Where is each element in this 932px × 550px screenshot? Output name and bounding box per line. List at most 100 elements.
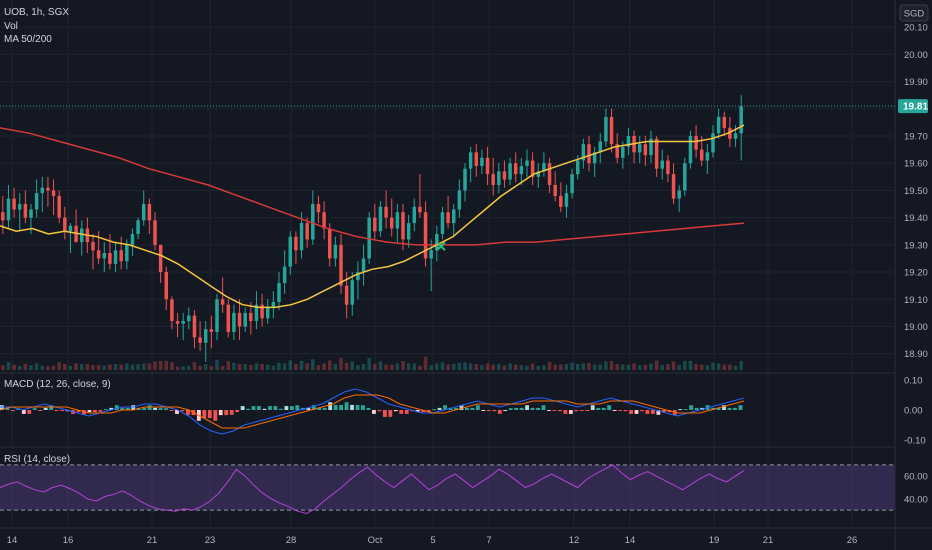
candle-body <box>141 204 146 221</box>
volume-bar <box>356 365 360 370</box>
candle-body <box>570 174 574 194</box>
candle-body <box>513 163 518 175</box>
macd-histogram-bar <box>733 407 737 410</box>
macd-histogram-bar <box>240 406 245 410</box>
volume-bar <box>412 363 417 370</box>
candle-body <box>187 315 191 322</box>
volume-bar <box>564 364 569 370</box>
price-tick-label: 19.20 <box>904 268 928 279</box>
macd-histogram-bar <box>339 404 344 410</box>
volume-bar <box>311 359 315 370</box>
macd-histogram-bar <box>82 410 86 415</box>
macd-histogram-bar <box>257 406 261 410</box>
volume-bar <box>457 362 462 370</box>
volume-bar <box>316 365 321 370</box>
volume-bar <box>85 364 90 370</box>
candle-body <box>125 244 129 262</box>
currency-box[interactable] <box>899 4 929 22</box>
volume-bar <box>671 361 676 370</box>
volume-bar <box>581 363 586 370</box>
candle-body <box>530 160 535 177</box>
candle-body <box>299 223 304 251</box>
macd-histogram-bar <box>328 402 333 410</box>
candle-body <box>389 217 394 229</box>
volume-bar <box>1 365 5 370</box>
candle-body <box>198 337 202 343</box>
macd-histogram-bar <box>295 405 300 410</box>
macd-histogram-bar <box>93 410 97 413</box>
macd-histogram-bar <box>153 407 158 410</box>
candle-body <box>260 304 264 319</box>
candle-body <box>480 157 484 166</box>
volume-bar <box>220 365 225 370</box>
cross-stroke <box>436 241 446 251</box>
candle-body <box>119 250 123 262</box>
macd-histogram-bar <box>361 405 365 410</box>
macd-histogram-bar <box>382 410 387 417</box>
ma-legend[interactable]: MA 50/200 <box>4 34 52 45</box>
volume-bar <box>637 365 642 370</box>
macd-histogram-bar <box>366 407 371 410</box>
volume-bar <box>361 364 366 370</box>
macd-histogram-bar <box>432 409 437 411</box>
volume-bar <box>463 362 467 370</box>
volume-bar <box>79 364 84 370</box>
volume-bar <box>587 362 591 370</box>
volume-bar <box>339 358 343 370</box>
macd-histogram-bar <box>415 410 420 413</box>
volume-bar <box>198 365 202 370</box>
macd-histogram-bar <box>38 410 43 411</box>
candle-body <box>497 171 501 185</box>
rsi-legend[interactable]: RSI (14, close) <box>4 454 70 465</box>
candle-body <box>232 312 236 332</box>
volume-bar <box>141 363 146 370</box>
macd-histogram-bar <box>530 407 535 410</box>
macd-histogram-bar <box>492 410 497 412</box>
volume-bar <box>389 364 394 370</box>
macd-histogram-bar <box>202 410 207 419</box>
volume-bar <box>277 362 281 370</box>
rsi-axis: 60.00 40.00 <box>904 472 928 506</box>
volume-legend[interactable]: Vol <box>4 21 18 32</box>
macd-histogram-bar <box>563 410 568 414</box>
macd-histogram-bar <box>246 408 251 410</box>
candle-body <box>209 329 214 332</box>
volume-bar <box>294 364 298 370</box>
volume-bar <box>260 364 264 370</box>
candle-body <box>395 212 400 229</box>
time-axis[interactable]: 14 16 21 23 28 Oct 5 7 12 14 19 21 26 <box>7 535 858 546</box>
candle-body <box>699 149 704 161</box>
candle-body <box>327 228 332 259</box>
volume-bar <box>440 362 445 370</box>
time-tick-label: Oct <box>368 535 383 546</box>
macd-histogram-bar <box>289 406 294 410</box>
symbol-legend[interactable]: UOB, 1h, SGX <box>4 7 69 18</box>
macd-histogram-bar <box>519 407 524 410</box>
macd-histogram-bar <box>574 410 579 412</box>
volume-bar <box>716 363 721 370</box>
volume-bar <box>175 366 180 370</box>
macd-histogram <box>0 402 743 421</box>
volume-bar <box>525 365 529 370</box>
candle-body <box>192 315 197 338</box>
volume-bar <box>615 364 619 370</box>
macd-histogram-bar <box>224 410 229 416</box>
macd-histogram-bar <box>716 407 721 410</box>
volume-bar <box>232 362 236 370</box>
macd-histogram-bar <box>76 410 81 413</box>
candle-body <box>153 220 157 245</box>
rsi-line <box>0 464 745 515</box>
macd-histogram-bar <box>497 410 502 414</box>
candle-body <box>542 163 546 172</box>
macd-histogram-bar <box>634 410 639 414</box>
volume-bar <box>57 362 61 370</box>
macd-histogram-bar <box>169 410 174 411</box>
candle-body <box>288 236 293 267</box>
macd-histogram-bar <box>142 407 147 410</box>
macd-legend[interactable]: MACD (12, 26, close, 9) <box>4 379 111 390</box>
candle-body <box>451 209 456 224</box>
price-tick-label: 19.00 <box>904 322 928 333</box>
volume-bar <box>136 364 140 370</box>
candle-body <box>440 212 445 234</box>
